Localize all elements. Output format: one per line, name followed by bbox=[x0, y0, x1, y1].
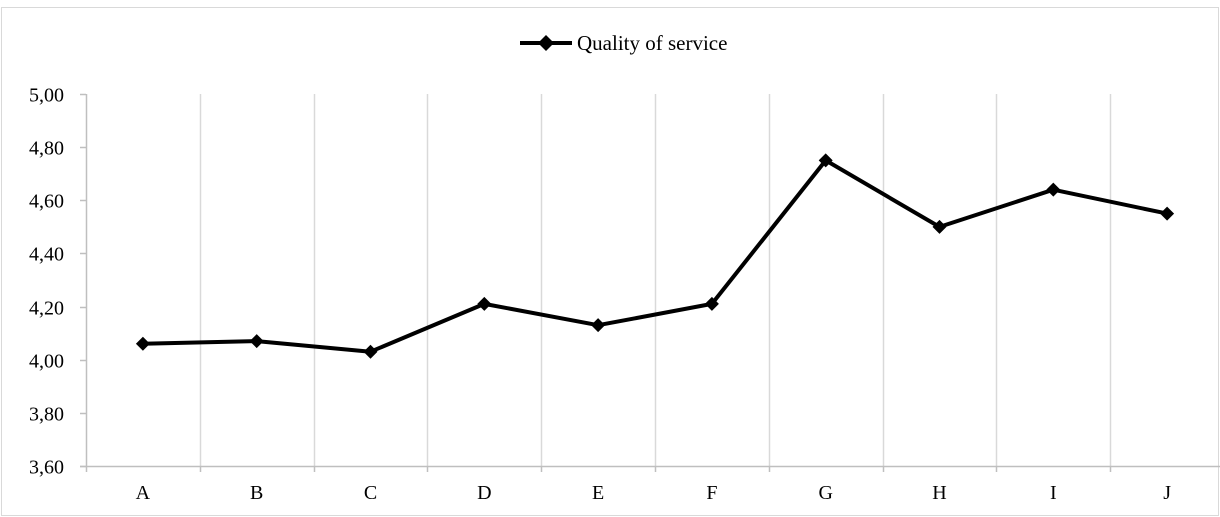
x-tick-label: E bbox=[592, 482, 604, 504]
y-tick-label: 3,60 bbox=[29, 457, 64, 479]
x-tick-labels: A B C D E F G H I J bbox=[136, 482, 1172, 504]
data-point-F bbox=[704, 296, 719, 311]
data-point-G bbox=[818, 153, 833, 168]
data-point-A bbox=[135, 336, 150, 351]
chart-border bbox=[1, 7, 1219, 516]
y-tick-label: 5,00 bbox=[29, 85, 64, 107]
legend-label: Quality of service bbox=[577, 31, 727, 55]
y-tick-label: 4,80 bbox=[29, 138, 64, 160]
y-tick-label: 4,20 bbox=[29, 298, 64, 320]
x-tick-label: H bbox=[932, 482, 946, 504]
y-tick-label: 4,40 bbox=[29, 244, 64, 266]
data-point-D bbox=[477, 296, 492, 311]
legend-diamond-marker bbox=[538, 35, 554, 51]
y-tick-label: 4,00 bbox=[29, 351, 64, 373]
x-tick-label: B bbox=[250, 482, 263, 504]
y-tick-labels: 3,60 3,80 4,00 4,20 4,40 4,60 4,80 5,00 bbox=[29, 85, 64, 479]
grid bbox=[199, 94, 1112, 466]
series-line bbox=[142, 158, 1168, 354]
data-point-J bbox=[1160, 206, 1175, 221]
x-tick-label: C bbox=[364, 482, 377, 504]
x-tick-label: J bbox=[1163, 482, 1171, 504]
data-point-B bbox=[249, 334, 264, 349]
x-tick-label: D bbox=[477, 482, 491, 504]
y-tick-label: 3,80 bbox=[29, 404, 64, 426]
y-tick-label: 4,60 bbox=[29, 191, 64, 213]
x-tick-label: F bbox=[706, 482, 717, 504]
data-point-E bbox=[591, 318, 606, 333]
series-quality-of-service bbox=[135, 153, 1175, 359]
x-tick-label: A bbox=[136, 482, 151, 504]
data-point-H bbox=[932, 219, 947, 234]
x-tick-label: I bbox=[1050, 482, 1057, 504]
axes bbox=[80, 93, 1220, 472]
legend: Quality of service bbox=[520, 31, 727, 55]
data-point-C bbox=[363, 344, 378, 359]
x-tick-label: G bbox=[818, 482, 832, 504]
data-point-I bbox=[1046, 182, 1061, 197]
